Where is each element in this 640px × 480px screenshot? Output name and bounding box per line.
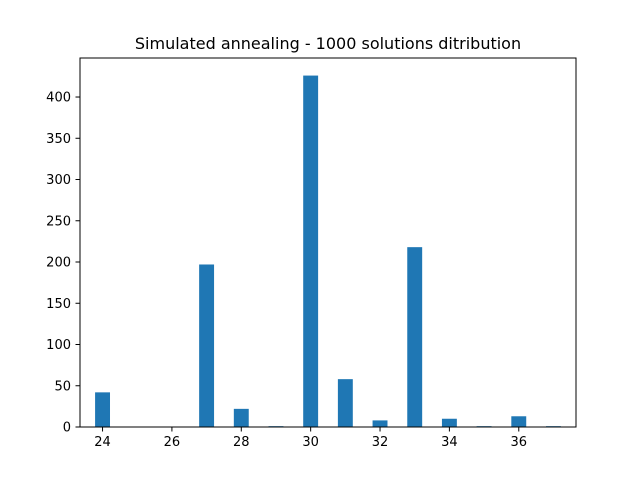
bars-group [95,75,561,428]
y-tick-label-350: 350 [46,132,71,147]
x-tick-label-32: 32 [372,435,389,450]
y-tick-label-0: 0 [63,421,71,436]
y-tick-label-400: 400 [46,91,71,106]
bar-27 [199,264,215,427]
x-axis: 24 26 28 30 32 34 36 [94,427,527,450]
x-tick-label-24: 24 [94,435,111,450]
y-axis: 0 50 100 150 200 250 300 350 400 [46,91,80,436]
y-tick-label-150: 150 [46,297,71,312]
bar-30 [303,75,319,428]
bar-31 [337,379,353,427]
plot-frame [79,57,577,428]
y-tick-label-50: 50 [54,379,71,394]
chart-title: Simulated annealing - 1000 solutions dit… [135,34,521,53]
x-tick-label-36: 36 [510,435,527,450]
bar-34 [441,418,457,427]
y-tick-label-200: 200 [46,256,71,271]
x-tick-label-30: 30 [302,435,319,450]
bar-28 [233,408,249,427]
bar-33 [407,247,423,427]
x-tick-label-28: 28 [233,435,250,450]
bar-24 [95,392,111,427]
x-tick-label-26: 26 [164,435,181,450]
y-tick-label-250: 250 [46,214,71,229]
x-tick-label-34: 34 [441,435,458,450]
y-tick-label-300: 300 [46,173,71,188]
bar-32 [372,420,388,427]
y-tick-label-100: 100 [46,338,71,353]
bar-36 [511,416,527,427]
